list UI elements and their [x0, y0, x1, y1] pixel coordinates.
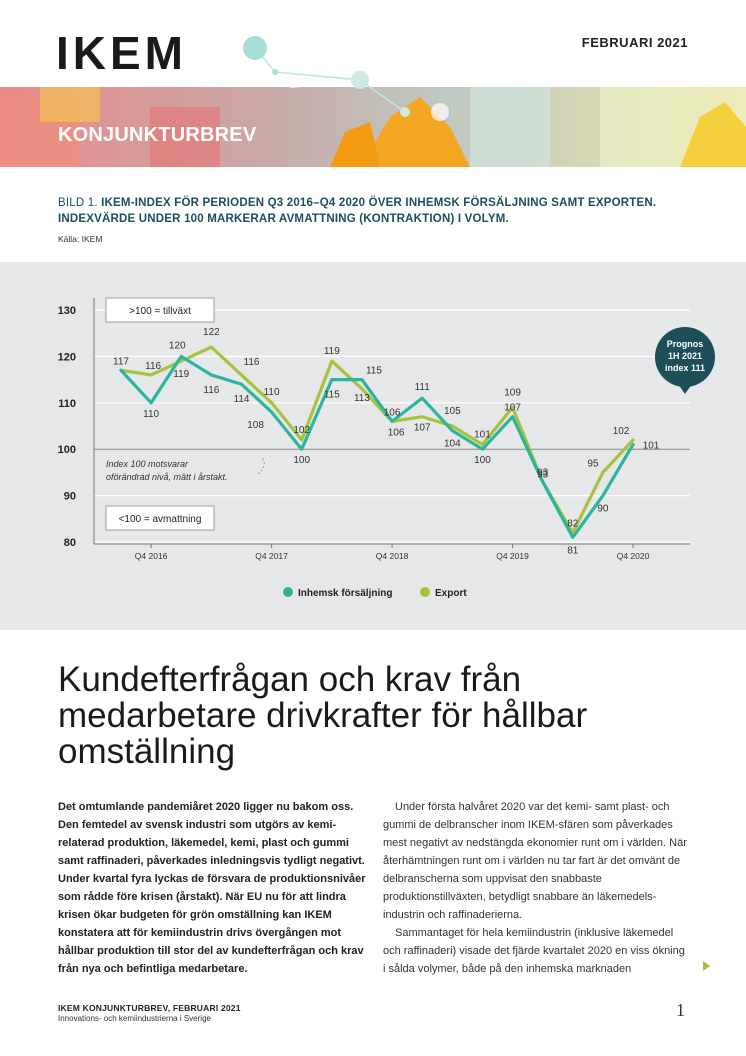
export-data-label: 101 — [474, 430, 491, 441]
inhemsk-legend-swatch — [283, 587, 293, 597]
inhemsk-data-label: 100 — [474, 455, 491, 466]
page-number: 1 — [676, 1000, 685, 1020]
contraction-annotation: <100 = avmattning — [119, 514, 202, 525]
contraction-annotation-box — [105, 505, 215, 531]
forecast-line-2: 1H 2021 — [668, 351, 702, 361]
export-data-label: 82 — [567, 519, 579, 530]
inhemsk-data-label: 93 — [537, 470, 549, 481]
y-tick-label: 80 — [64, 537, 76, 549]
inhemsk-data-label: 107 — [504, 403, 521, 414]
footer-publication: IKEM KONJUNKTURBREV, FEBRUARI 2021 — [58, 1003, 241, 1013]
export-data-label: 93 — [537, 468, 549, 479]
issue-date: FEBRUARI 2021 — [581, 35, 688, 50]
banner-illustration — [0, 87, 746, 167]
y-tick-label: 130 — [58, 305, 76, 317]
y-tick-label: 90 — [64, 491, 76, 503]
export-data-label: 109 — [504, 387, 521, 398]
x-tick-label: Q4 2016 — [135, 551, 168, 561]
forecast-bubble-pointer — [678, 384, 692, 394]
inhemsk-data-label: 120 — [169, 340, 186, 351]
export-data-label: 102 — [293, 425, 310, 436]
forecast-line-3: index 111 — [665, 363, 705, 373]
chart-panel: 80 90 100 110 120 130 Q4 2016 Q4 2017 Q4 2018 Q4 … — [0, 262, 746, 630]
export-data-label: 105 — [444, 406, 461, 417]
inhemsk-data-label: 108 — [247, 420, 264, 431]
inhemsk-data-label: 116 — [203, 385, 219, 396]
export-data-label: 113 — [354, 393, 370, 404]
export-data-label: 116 — [244, 357, 260, 368]
figure-caption-text: IKEM-INDEX FÖR PERIODEN Q3 2016–Q4 2020 … — [58, 197, 657, 225]
export-data-label: 119 — [324, 346, 340, 357]
x-tick-label: Q4 2020 — [617, 551, 650, 561]
inhemsk-data-label: 104 — [444, 439, 461, 450]
export-data-label: 106 — [384, 407, 401, 418]
inhemsk-data-label: 114 — [234, 394, 250, 405]
y-tick-label: 100 — [58, 444, 76, 456]
body-paragraph-1: Under första halvåret 2020 var det kemi-… — [383, 801, 687, 921]
inhemsk-data-label: 81 — [567, 545, 579, 556]
index-note-line-2: oförändrad nivå, mätt i årstakt. — [106, 472, 228, 482]
growth-annotation-box — [105, 297, 215, 323]
banner-art — [0, 87, 746, 167]
y-tick-label: 110 — [58, 398, 76, 410]
export-data-label: 122 — [203, 327, 220, 338]
export-data-label: 119 — [173, 369, 189, 380]
x-tick-label: Q4 2017 — [255, 551, 288, 561]
article-lead: Det omtumlande pandemiåret 2020 ligger n… — [58, 801, 366, 975]
forecast-line-1: Prognos — [667, 339, 704, 349]
export-legend-label: Export — [435, 588, 467, 599]
figure-caption-prefix: BILD 1. — [58, 197, 102, 209]
molecule-decoration — [243, 36, 410, 117]
export-data-label: 95 — [587, 458, 599, 469]
x-tick-label: Q4 2019 — [496, 551, 529, 561]
index-note-line-1: Index 100 motsvarar — [106, 459, 189, 469]
inhemsk-data-label: 106 — [388, 427, 405, 438]
footer-organisation: Innovations- och kemiindustrierna i Sver… — [58, 1014, 211, 1023]
inhemsk-series-line — [119, 354, 635, 539]
ikem-logo: IKEM — [56, 27, 187, 79]
inhemsk-legend-label: Inhemsk försäljning — [298, 588, 392, 599]
index-line-chart: 80 90 100 110 120 130 Q4 2016 Q4 2017 Q4 2018 Q4 … — [58, 297, 715, 599]
article-body: Under första halvåret 2020 var det kemi-… — [383, 798, 688, 978]
inhemsk-data-label: 110 — [143, 409, 159, 420]
export-data-label: 102 — [613, 426, 630, 437]
note-pointer — [257, 457, 265, 475]
banner-title: KONJUNKTURBREV — [58, 124, 257, 146]
article-headline: Kundefterfrågan och krav från medarbetar… — [58, 660, 588, 771]
export-data-label: 107 — [414, 423, 431, 434]
body-paragraph-2: Sammantaget för hela kemiindustrin (inkl… — [383, 927, 685, 975]
inhemsk-data-label: 115 — [366, 366, 382, 377]
figure-caption: BILD 1. IKEM-INDEX FÖR PERIODEN Q3 2016–… — [58, 195, 698, 227]
y-tick-label: 120 — [58, 351, 76, 363]
inhemsk-data-label: 100 — [293, 455, 310, 466]
continue-arrow-icon — [703, 961, 710, 971]
inhemsk-data-label: 101 — [643, 441, 660, 452]
inhemsk-data-label: 115 — [324, 390, 340, 401]
inhemsk-data-label: 90 — [597, 504, 609, 515]
export-data-label: 116 — [145, 361, 161, 372]
x-tick-label: Q4 2018 — [376, 551, 409, 561]
forecast-bubble — [655, 327, 715, 387]
export-data-label: 117 — [113, 356, 129, 367]
figure-source: Källa: IKEM — [58, 234, 103, 244]
inhemsk-data-label: 111 — [415, 382, 431, 393]
growth-annotation: >100 = tillväxt — [129, 306, 191, 317]
export-legend-swatch — [420, 587, 430, 597]
export-data-label: 110 — [264, 387, 280, 398]
